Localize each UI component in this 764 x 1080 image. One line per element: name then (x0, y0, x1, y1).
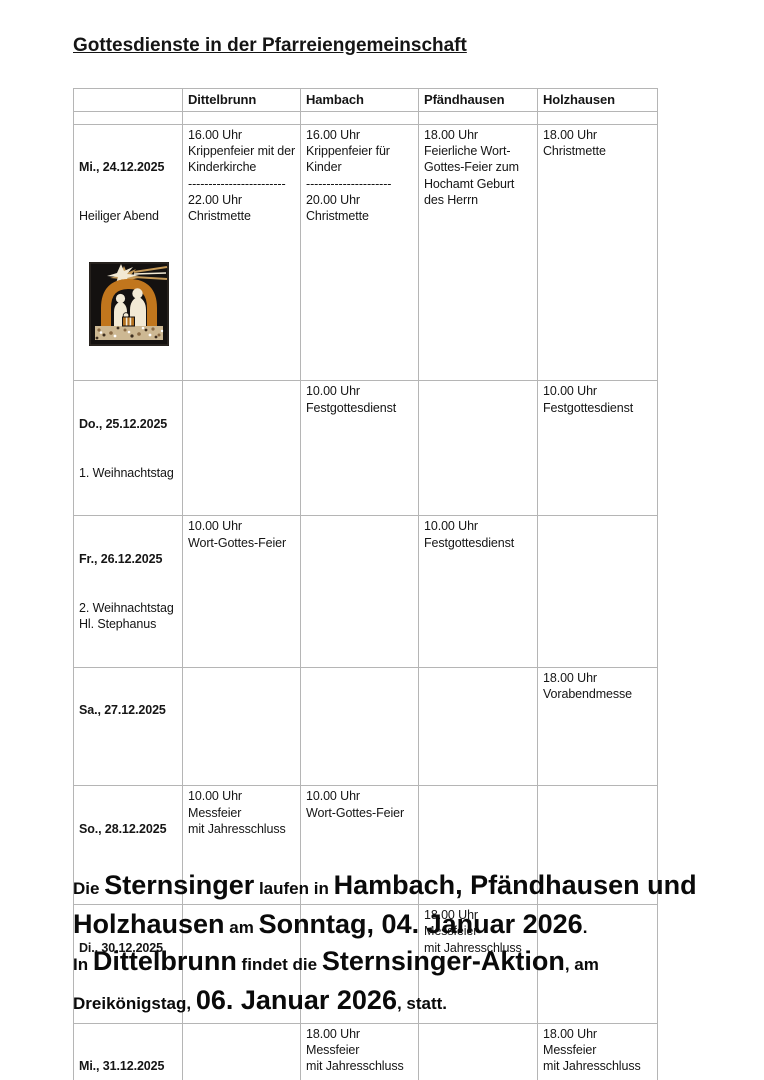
cell-hambach (300, 904, 419, 1024)
footer-text: findet die (236, 955, 322, 974)
cell-holzhausen: 18.00 Uhr Christmette (537, 123, 658, 382)
cell-hambach (300, 515, 419, 668)
footer-text: Hambach, Pfändhausen und (333, 870, 697, 900)
row-date-subtitle: 1. Weihnachtstag (79, 465, 174, 480)
cell-pfaendhausen: 18.00 Uhr Feierliche Wort- Gottes-Feier … (418, 123, 538, 382)
cell-holzhausen: 18.00 Uhr Messfeier mit Jahresschluss (537, 1022, 658, 1080)
nativity-scene-image (89, 261, 169, 346)
row-date: Mi., 24.12.2025 (79, 160, 165, 175)
date-cell: Di., 30.12.2025 (73, 904, 183, 1024)
cell-pfaendhausen: 18.00 Uhr Messfeier mit Jahresschluss (418, 904, 538, 1024)
cell-dittelbrunn (182, 380, 301, 517)
row-date: So., 28.12.2025 (79, 821, 167, 836)
footer-paragraph-dittelbrunn: In Dittelbrunn findet die Sternsinger-Ak… (73, 944, 738, 1022)
table-header-row: Dittelbrunn Hambach Pfändhausen Holzhaus… (73, 88, 658, 112)
footer-text: 06. Januar 2026 (195, 985, 397, 1015)
cell-holzhausen: 10.00 Uhr Festgottesdienst (537, 380, 658, 517)
footer-text: , statt. (396, 994, 448, 1013)
cell-holzhausen (537, 904, 658, 1024)
row-date: Do., 25.12.2025 (79, 416, 168, 431)
row-date: Mi., 31.12.2025 (79, 1059, 165, 1074)
cell-pfaendhausen (418, 785, 538, 906)
row-date: Di., 30.12.2025 (79, 940, 163, 955)
table-row: Fr., 26.12.2025 2. Weihnachtstag Hl. Ste… (73, 515, 658, 668)
table-row: Mi., 31.12.2025 Silvester 18.00 Uhr Mess… (73, 1022, 658, 1080)
row-date: Sa., 27.12.2025 (79, 703, 166, 718)
column-header-hambach: Hambach (300, 88, 419, 112)
date-cell: Mi., 24.12.2025 Heiliger Abend (73, 123, 183, 382)
footer-text: Dittelbrunn (92, 946, 237, 976)
cell-pfaendhausen (418, 380, 538, 517)
cell-holzhausen: 18.00 Uhr Vorabendmesse (537, 666, 658, 787)
cell-dittelbrunn: 10.00 Uhr Messfeier mit Jahresschluss (182, 785, 301, 906)
cell-hambach: 16.00 Uhr Krippenfeier für Kinder ------… (300, 123, 419, 382)
date-cell: So., 28.12.2025 (73, 785, 183, 906)
table-row: Sa., 27.12.2025 18.00 Uhr Vorabendmesse (73, 666, 658, 787)
row-date: Fr., 26.12.2025 (79, 551, 163, 566)
column-header-holzhausen: Holzhausen (537, 88, 658, 112)
date-cell: Fr., 26.12.2025 2. Weihnachtstag Hl. Ste… (73, 515, 183, 668)
footer-text: , am (564, 955, 599, 974)
row-date-subtitle: Heiliger Abend (79, 209, 159, 224)
cell-holzhausen (537, 785, 658, 906)
column-header-dittelbrunn: Dittelbrunn (182, 88, 301, 112)
date-cell: Do., 25.12.2025 1. Weihnachtstag (73, 380, 183, 517)
column-header-empty (73, 88, 183, 112)
column-header-pfaendhausen: Pfändhausen (418, 88, 538, 112)
cell-dittelbrunn (182, 904, 301, 1024)
footer-text: Die (73, 879, 105, 898)
footer-text: . (582, 918, 588, 937)
cell-hambach: 18.00 Uhr Messfeier mit Jahresschluss (300, 1022, 419, 1080)
spacer-row (73, 110, 658, 125)
page-title: Gottesdienste in der Pfarreiengemeinscha… (73, 35, 467, 56)
cell-hambach: 10.00 Uhr Wort-Gottes-Feier (300, 785, 419, 906)
cell-pfaendhausen (418, 666, 538, 787)
footer-text: Sternsinger (104, 870, 255, 900)
cell-hambach (300, 666, 419, 787)
footer-text: In (73, 955, 93, 974)
footer-text: Sternsinger-Aktion (321, 946, 565, 976)
row-date-subtitle: 2. Weihnachtstag Hl. Stephanus (79, 600, 174, 631)
cell-holzhausen (537, 515, 658, 668)
cell-dittelbrunn: 10.00 Uhr Wort-Gottes-Feier (182, 515, 301, 668)
date-cell: Mi., 31.12.2025 Silvester (73, 1022, 183, 1080)
footer-text: laufen in (254, 879, 334, 898)
cell-pfaendhausen (418, 1022, 538, 1080)
cell-pfaendhausen: 10.00 Uhr Festgottesdienst (418, 515, 538, 668)
cell-dittelbrunn: 16.00 Uhr Krippenfeier mit der Kinderkir… (182, 123, 301, 382)
cell-hambach: 10.00 Uhr Festgottesdienst (300, 380, 419, 517)
schedule-table: Dittelbrunn Hambach Pfändhausen Holzhaus… (73, 88, 658, 1080)
footer-text: Dreikönigstag, (73, 994, 196, 1013)
footer-text: Holzhausen (73, 909, 225, 939)
table-row: Mi., 24.12.2025 Heiliger Abend (73, 123, 658, 382)
cell-dittelbrunn (182, 1022, 301, 1080)
table-row: So., 28.12.2025 10.00 Uhr Messfeier mit … (73, 785, 658, 906)
date-cell: Sa., 27.12.2025 (73, 666, 183, 787)
table-row: Do., 25.12.2025 1. Weihnachtstag 10.00 U… (73, 380, 658, 517)
cell-dittelbrunn (182, 666, 301, 787)
footer-text: Sonntag, 04. Januar 2026 (258, 909, 583, 939)
footer-text: am (224, 918, 259, 937)
footer-paragraph-sternsinger: Die Sternsinger laufen in Hambach, Pfänd… (73, 868, 738, 946)
table-row: Di., 30.12.2025 18.00 Uhr Messfeier mit … (73, 904, 658, 1024)
